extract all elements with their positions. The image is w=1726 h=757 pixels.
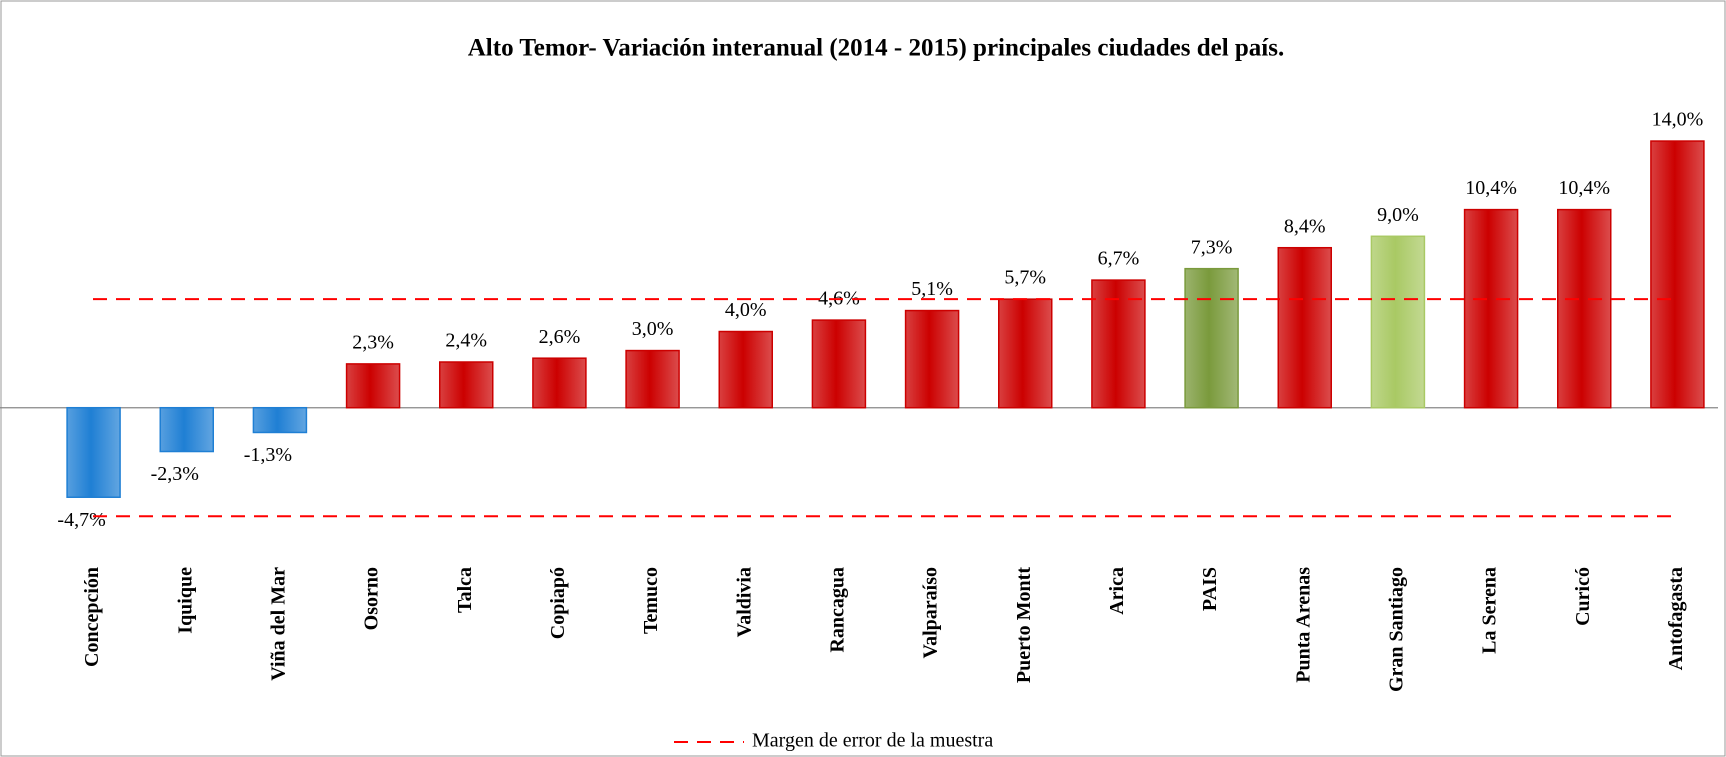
- bar: [439, 361, 494, 409]
- bar: [718, 330, 773, 409]
- value-label: 2,4%: [445, 330, 487, 352]
- x-tick-label: Iquique: [174, 567, 196, 634]
- x-tick-label: Puerto Montt: [1013, 567, 1035, 683]
- value-label: 5,7%: [1004, 267, 1046, 289]
- value-label: 8,4%: [1284, 215, 1326, 237]
- x-tick-label: Osorno: [361, 567, 383, 630]
- bar: [252, 406, 308, 434]
- x-tick-label: Gran Santiago: [1386, 567, 1408, 692]
- x-tick-label: Antofagasta: [1665, 567, 1687, 670]
- bar: [811, 319, 867, 409]
- bar: [532, 357, 587, 409]
- bar: [904, 309, 960, 409]
- x-tick-label: Talca: [454, 567, 476, 613]
- bar: [1650, 140, 1705, 409]
- chart-title: Alto Temor- Variación interanual (2014 -…: [468, 35, 1284, 62]
- x-tick-label: Copiapó: [547, 567, 569, 639]
- x-tick-label: Arica: [1106, 567, 1128, 615]
- bar: [66, 406, 121, 498]
- x-tick-label: Concepción: [81, 567, 103, 667]
- value-label: 9,0%: [1377, 204, 1419, 226]
- legend-label: Margen de error de la muestra: [752, 730, 993, 752]
- value-label: 7,3%: [1191, 236, 1233, 258]
- x-tick-label: Valparaíso: [920, 567, 942, 659]
- bar: [1184, 267, 1239, 409]
- value-label: 3,0%: [632, 318, 674, 340]
- value-label: 10,4%: [1465, 177, 1517, 199]
- bar: [1557, 208, 1612, 409]
- bar: [1091, 279, 1146, 409]
- x-tick-label: PAIS: [1199, 567, 1221, 611]
- x-tick-label: La Serena: [1479, 567, 1501, 654]
- x-tick-label: Viña del Mar: [268, 567, 290, 681]
- value-label: 2,3%: [352, 331, 394, 353]
- value-label: 10,4%: [1558, 177, 1610, 199]
- bar: [1370, 235, 1426, 409]
- bar: [1277, 246, 1332, 409]
- bar: [625, 349, 680, 409]
- value-label: 2,6%: [539, 326, 581, 348]
- value-label: -4,7%: [57, 509, 105, 531]
- bar: [1463, 208, 1519, 409]
- bar: [345, 363, 401, 409]
- x-tick-label: Curicó: [1572, 567, 1594, 626]
- x-tick-label: Temuco: [640, 567, 662, 634]
- bar: [159, 406, 214, 453]
- value-label: 14,0%: [1652, 109, 1704, 131]
- bar: [998, 298, 1053, 409]
- value-label: -1,3%: [244, 444, 292, 466]
- value-label: -2,3%: [151, 463, 199, 485]
- x-tick-label: Rancagua: [827, 567, 849, 653]
- x-tick-label: Punta Arenas: [1292, 567, 1314, 683]
- x-tick-label: Valdivia: [733, 567, 755, 637]
- value-label: 6,7%: [1098, 248, 1140, 270]
- value-label: 5,1%: [911, 278, 953, 300]
- value-label: 4,0%: [725, 299, 767, 321]
